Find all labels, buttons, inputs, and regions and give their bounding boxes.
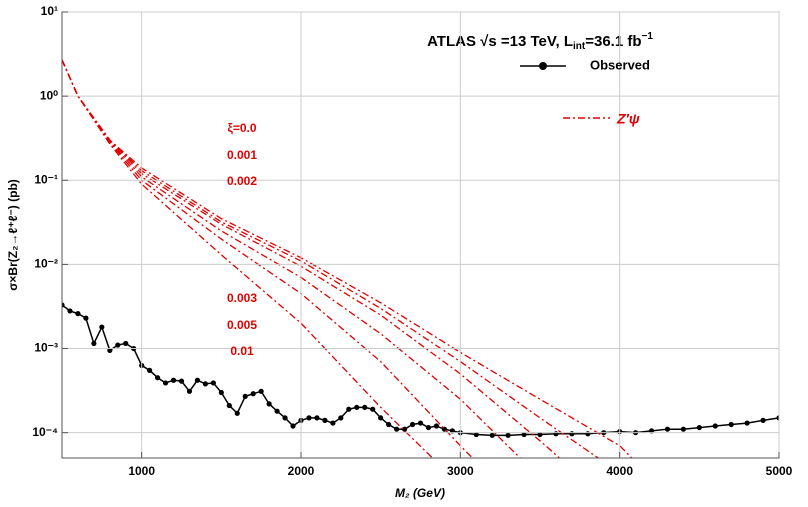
data-point <box>178 378 185 384</box>
data-point <box>521 431 527 438</box>
data-point <box>409 421 416 428</box>
series-line <box>62 59 600 458</box>
y-tick-label: 10⁻³ <box>34 341 58 355</box>
data-point <box>760 417 766 423</box>
data-point <box>83 315 89 321</box>
data-point <box>322 417 328 423</box>
data-point <box>537 431 543 438</box>
y-tick-label: 10⁻¹ <box>34 172 58 186</box>
data-point <box>210 380 216 386</box>
data-point <box>186 388 193 394</box>
data-point <box>505 432 511 438</box>
data-point <box>123 340 129 347</box>
data-point <box>306 415 312 421</box>
legend-label: Observed <box>590 57 650 72</box>
data-point <box>433 423 440 429</box>
data-point <box>115 342 121 348</box>
curve-label: 0.005 <box>227 318 257 332</box>
x-tick-label: 4000 <box>606 464 633 478</box>
data-point <box>234 410 240 416</box>
data-point <box>378 415 384 421</box>
data-point <box>696 424 702 431</box>
data-point <box>91 340 97 347</box>
data-point <box>680 426 687 432</box>
data-point <box>664 426 671 432</box>
data-point <box>147 367 153 373</box>
data-point <box>155 375 161 381</box>
data-point <box>553 431 559 437</box>
series-line <box>62 59 434 458</box>
data-point <box>218 389 224 396</box>
data-point <box>728 421 734 428</box>
series-line <box>62 59 522 458</box>
data-point <box>67 308 73 314</box>
data-point <box>354 404 360 410</box>
data-point <box>170 377 177 383</box>
data-point <box>417 420 424 426</box>
data-point <box>107 347 113 354</box>
curve-label: 0.01 <box>230 344 254 358</box>
x-tick-label: 3000 <box>447 464 474 478</box>
data-point <box>330 420 336 426</box>
data-point <box>290 423 296 429</box>
data-point <box>362 404 368 410</box>
curve-label: 0.002 <box>227 174 257 188</box>
data-point <box>226 402 232 409</box>
data-point <box>401 426 408 432</box>
y-tick-label: 10⁻² <box>34 257 58 271</box>
data-point <box>338 415 344 421</box>
data-point <box>250 391 256 397</box>
data-point <box>386 421 392 428</box>
data-point <box>274 408 280 414</box>
data-point <box>473 431 479 438</box>
data-point <box>266 401 272 407</box>
data-point <box>258 388 264 394</box>
data-point <box>346 406 352 412</box>
data-point <box>162 380 169 386</box>
data-point <box>776 415 779 421</box>
x-axis-label: M₂ (GeV) <box>395 486 445 500</box>
data-point <box>202 381 208 387</box>
plot-area <box>62 59 779 458</box>
x-tick-label: 2000 <box>288 464 315 478</box>
data-point <box>194 377 201 383</box>
data-point <box>242 393 248 399</box>
plot-frame <box>61 11 780 459</box>
data-point <box>712 423 718 429</box>
data-point <box>370 406 376 412</box>
data-point <box>489 432 495 438</box>
data-point <box>62 302 65 308</box>
curve-label: ξ=0.0 <box>227 121 256 135</box>
y-tick-label: 10⁻⁴ <box>32 425 58 439</box>
y-tick-label: 10¹ <box>41 4 58 18</box>
curve-label: 0.001 <box>227 148 257 162</box>
data-point <box>585 431 591 437</box>
series-line <box>62 59 474 458</box>
x-tick-label: 5000 <box>766 464 793 478</box>
data-point <box>314 415 320 421</box>
series-line <box>62 59 561 458</box>
data-point <box>744 420 750 426</box>
data-point <box>282 415 288 421</box>
series-line <box>62 59 633 458</box>
chart-title: ATLAS √s =13 TeV, Lint=36.1 fb−1 <box>427 31 653 52</box>
data-point <box>569 431 575 437</box>
series-line <box>62 304 779 437</box>
data-point <box>425 424 432 431</box>
legend-marker <box>539 62 547 70</box>
curve-label: 0.003 <box>227 291 257 305</box>
data-point <box>394 426 400 432</box>
y-axis-label: σ×Br(Z₂→ℓ⁺ℓ⁻) (pb) <box>6 179 20 291</box>
y-tick-label: 10⁰ <box>40 88 58 102</box>
legend-label: Z′ψ <box>616 111 640 127</box>
x-tick-label: 1000 <box>128 464 155 478</box>
data-point <box>99 324 105 330</box>
data-point <box>75 311 81 317</box>
